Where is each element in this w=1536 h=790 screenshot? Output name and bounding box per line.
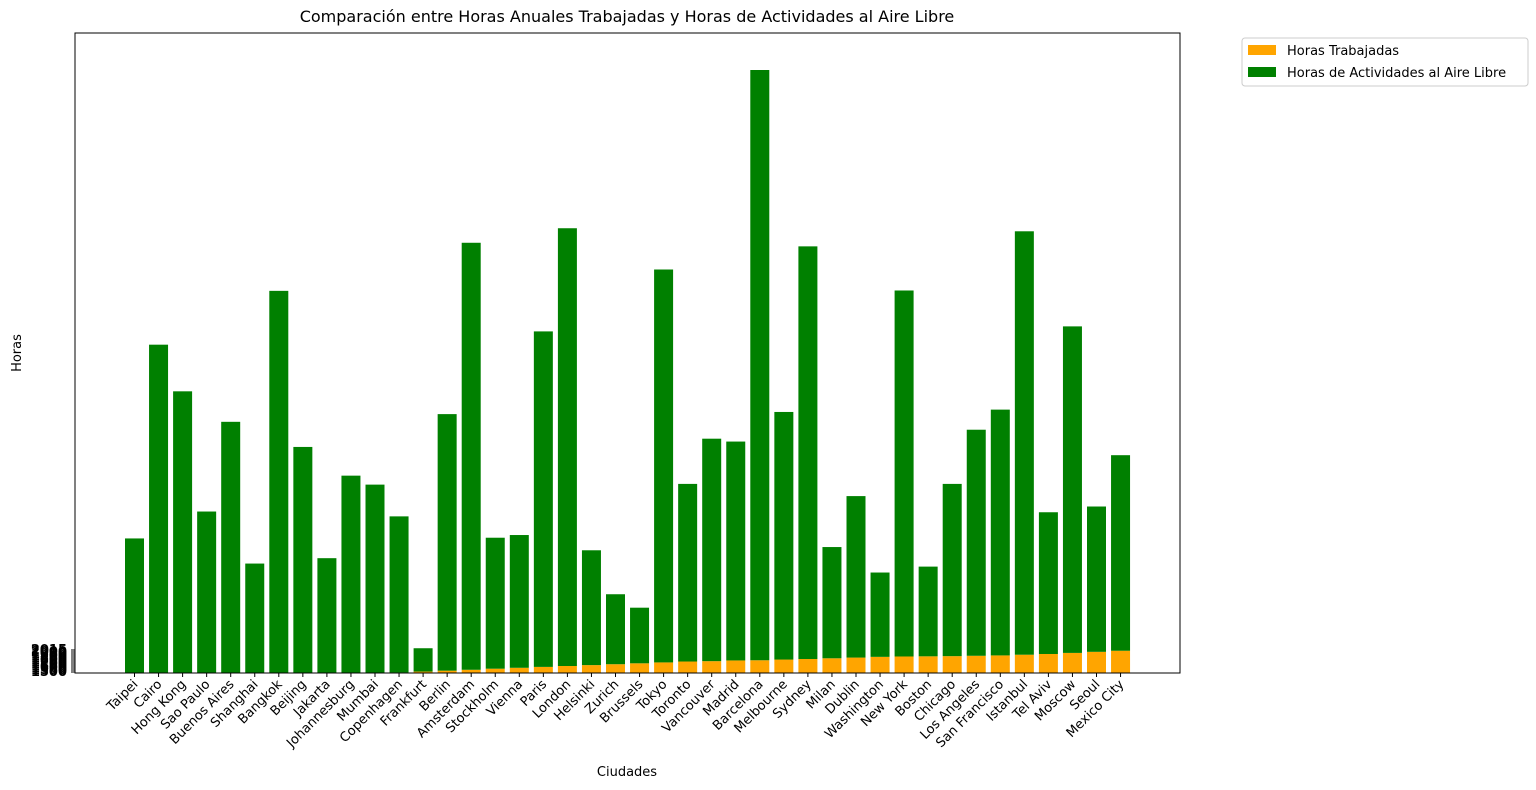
bar-trabajadas-london bbox=[557, 666, 577, 673]
bar-aire-libre-brussels bbox=[630, 607, 650, 664]
y-tick-label: 2015 bbox=[31, 643, 67, 658]
bar-aire-libre-sydney bbox=[798, 246, 818, 660]
bar-aire-libre-vancouver bbox=[702, 438, 722, 662]
legend-swatch-horas-aire-libre bbox=[1248, 67, 1276, 77]
bar-aire-libre-berlin bbox=[437, 414, 457, 671]
bar-trabajadas-moscow bbox=[1062, 652, 1082, 673]
x-axis-label: Ciudades bbox=[597, 765, 657, 780]
bar-trabajadas-washington bbox=[870, 656, 890, 673]
legend-label-horas-trabajadas: Horas Trabajadas bbox=[1287, 44, 1399, 59]
y-tick-label: 1800 bbox=[31, 653, 67, 668]
bar-trabajadas-stockholm bbox=[485, 668, 505, 673]
bar-trabajadas-chicago bbox=[942, 656, 962, 673]
bar-trabajadas-sydney bbox=[798, 659, 818, 673]
y-tick-label: 1900 bbox=[31, 649, 67, 664]
bar-trabajadas-vancouver bbox=[702, 661, 722, 673]
bar-aire-libre-beijing bbox=[293, 446, 313, 673]
plot-frame bbox=[74, 32, 1181, 674]
bar-trabajadas-melbourne bbox=[774, 659, 794, 673]
bar-aire-libre-washington bbox=[870, 572, 890, 657]
bar-aire-libre-moscow bbox=[1062, 326, 1082, 653]
bar-aire-libre-copenhagen bbox=[389, 516, 409, 673]
bar-trabajadas-amsterdam bbox=[461, 669, 481, 673]
legend: Horas Trabajadas Horas de Actividades al… bbox=[1241, 37, 1529, 87]
y-tick-label: 1850 bbox=[31, 651, 67, 666]
bar-aire-libre-cairo bbox=[149, 344, 169, 673]
bar-aire-libre-dublin bbox=[846, 496, 866, 658]
y-axis-label: Horas bbox=[10, 334, 25, 372]
bar-trabajadas-seoul bbox=[1087, 651, 1106, 673]
bar-trabajadas-paris bbox=[533, 666, 553, 673]
bar-trabajadas-berlin bbox=[437, 670, 457, 673]
y-tick-label: 1500 bbox=[31, 665, 67, 680]
legend-swatch-horas-trabajadas bbox=[1248, 45, 1276, 55]
bar-trabajadas-milan bbox=[822, 658, 842, 673]
bar-trabajadas-dublin bbox=[846, 657, 866, 673]
bars-group bbox=[125, 70, 1131, 673]
legend-frame bbox=[1241, 37, 1529, 87]
y-tick-label: 1700 bbox=[31, 657, 67, 672]
bar-aire-libre-taipei bbox=[125, 538, 144, 673]
bar-aire-libre-boston bbox=[918, 566, 938, 657]
y-ticks-group: 2015200019501900185018001750170016501600… bbox=[31, 643, 75, 680]
bar-trabajadas-boston bbox=[918, 656, 938, 673]
y-tick-label: 1600 bbox=[31, 661, 67, 676]
bar-aire-libre-chicago bbox=[942, 483, 962, 657]
bar-trabajadas-istanbul bbox=[1014, 654, 1034, 673]
bar-aire-libre-tel-aviv bbox=[1038, 512, 1058, 654]
y-tick-label: 1550 bbox=[31, 663, 67, 678]
bar-aire-libre-johannesburg bbox=[341, 475, 361, 673]
bar-trabajadas-vienna bbox=[509, 667, 529, 673]
bar-aire-libre-tokyo bbox=[654, 269, 674, 663]
bar-aire-libre-amsterdam bbox=[461, 242, 481, 670]
bar-aire-libre-barcelona bbox=[750, 70, 770, 661]
bar-aire-libre-seoul bbox=[1087, 506, 1106, 652]
y-tick-label: 2000 bbox=[31, 645, 67, 660]
bar-aire-libre-los-angeles bbox=[966, 429, 986, 656]
bar-aire-libre-buenos-aires bbox=[221, 421, 241, 673]
bar-aire-libre-jakarta bbox=[317, 558, 337, 673]
bar-aire-libre-madrid bbox=[726, 441, 746, 661]
bar-aire-libre-toronto bbox=[678, 483, 698, 662]
y-tick-label: 1750 bbox=[31, 655, 67, 670]
chart-title: Comparación entre Horas Anuales Trabajad… bbox=[300, 7, 955, 26]
bar-trabajadas-helsinki bbox=[581, 665, 601, 673]
bar-aire-libre-hong-kong bbox=[173, 391, 193, 673]
bar-aire-libre-mexico-city bbox=[1111, 455, 1131, 651]
bar-aire-libre-new-york bbox=[894, 290, 914, 657]
bar-aire-libre-stockholm bbox=[485, 537, 505, 669]
bar-trabajadas-tokyo bbox=[654, 662, 674, 673]
bar-trabajadas-los-angeles bbox=[966, 655, 986, 673]
bar-aire-libre-shanghai bbox=[245, 563, 265, 673]
bar-aire-libre-helsinki bbox=[581, 550, 601, 666]
legend-label-horas-aire-libre: Horas de Actividades al Aire Libre bbox=[1287, 66, 1506, 81]
bar-trabajadas-toronto bbox=[678, 661, 698, 673]
y-tick-label: 1650 bbox=[31, 659, 67, 674]
bar-trabajadas-tel-aviv bbox=[1038, 653, 1058, 673]
bar-aire-libre-vienna bbox=[509, 535, 529, 668]
bar-aire-libre-london bbox=[557, 228, 577, 667]
bar-aire-libre-istanbul bbox=[1014, 231, 1034, 655]
bar-trabajadas-new-york bbox=[894, 656, 914, 673]
bar-trabajadas-barcelona bbox=[750, 660, 770, 673]
bar-aire-libre-melbourne bbox=[774, 411, 794, 660]
bar-aire-libre-frankfurt bbox=[413, 648, 433, 672]
bar-trabajadas-mexico-city bbox=[1111, 650, 1131, 673]
bar-trabajadas-madrid bbox=[726, 660, 746, 673]
bar-aire-libre-zurich bbox=[606, 594, 625, 665]
bar-trabajadas-brussels bbox=[630, 663, 650, 673]
bar-aire-libre-san-francisco bbox=[990, 409, 1010, 656]
bar-aire-libre-mumbai bbox=[365, 484, 385, 673]
bar-trabajadas-zurich bbox=[606, 664, 625, 673]
bar-trabajadas-frankfurt bbox=[413, 671, 433, 673]
bar-aire-libre-paris bbox=[533, 331, 553, 667]
bar-aire-libre-sao-paulo bbox=[197, 511, 217, 673]
bar-aire-libre-bangkok bbox=[269, 290, 289, 673]
bar-aire-libre-milan bbox=[822, 547, 842, 659]
y-tick-label: 1950 bbox=[31, 647, 67, 662]
bar-trabajadas-san-francisco bbox=[990, 655, 1010, 673]
